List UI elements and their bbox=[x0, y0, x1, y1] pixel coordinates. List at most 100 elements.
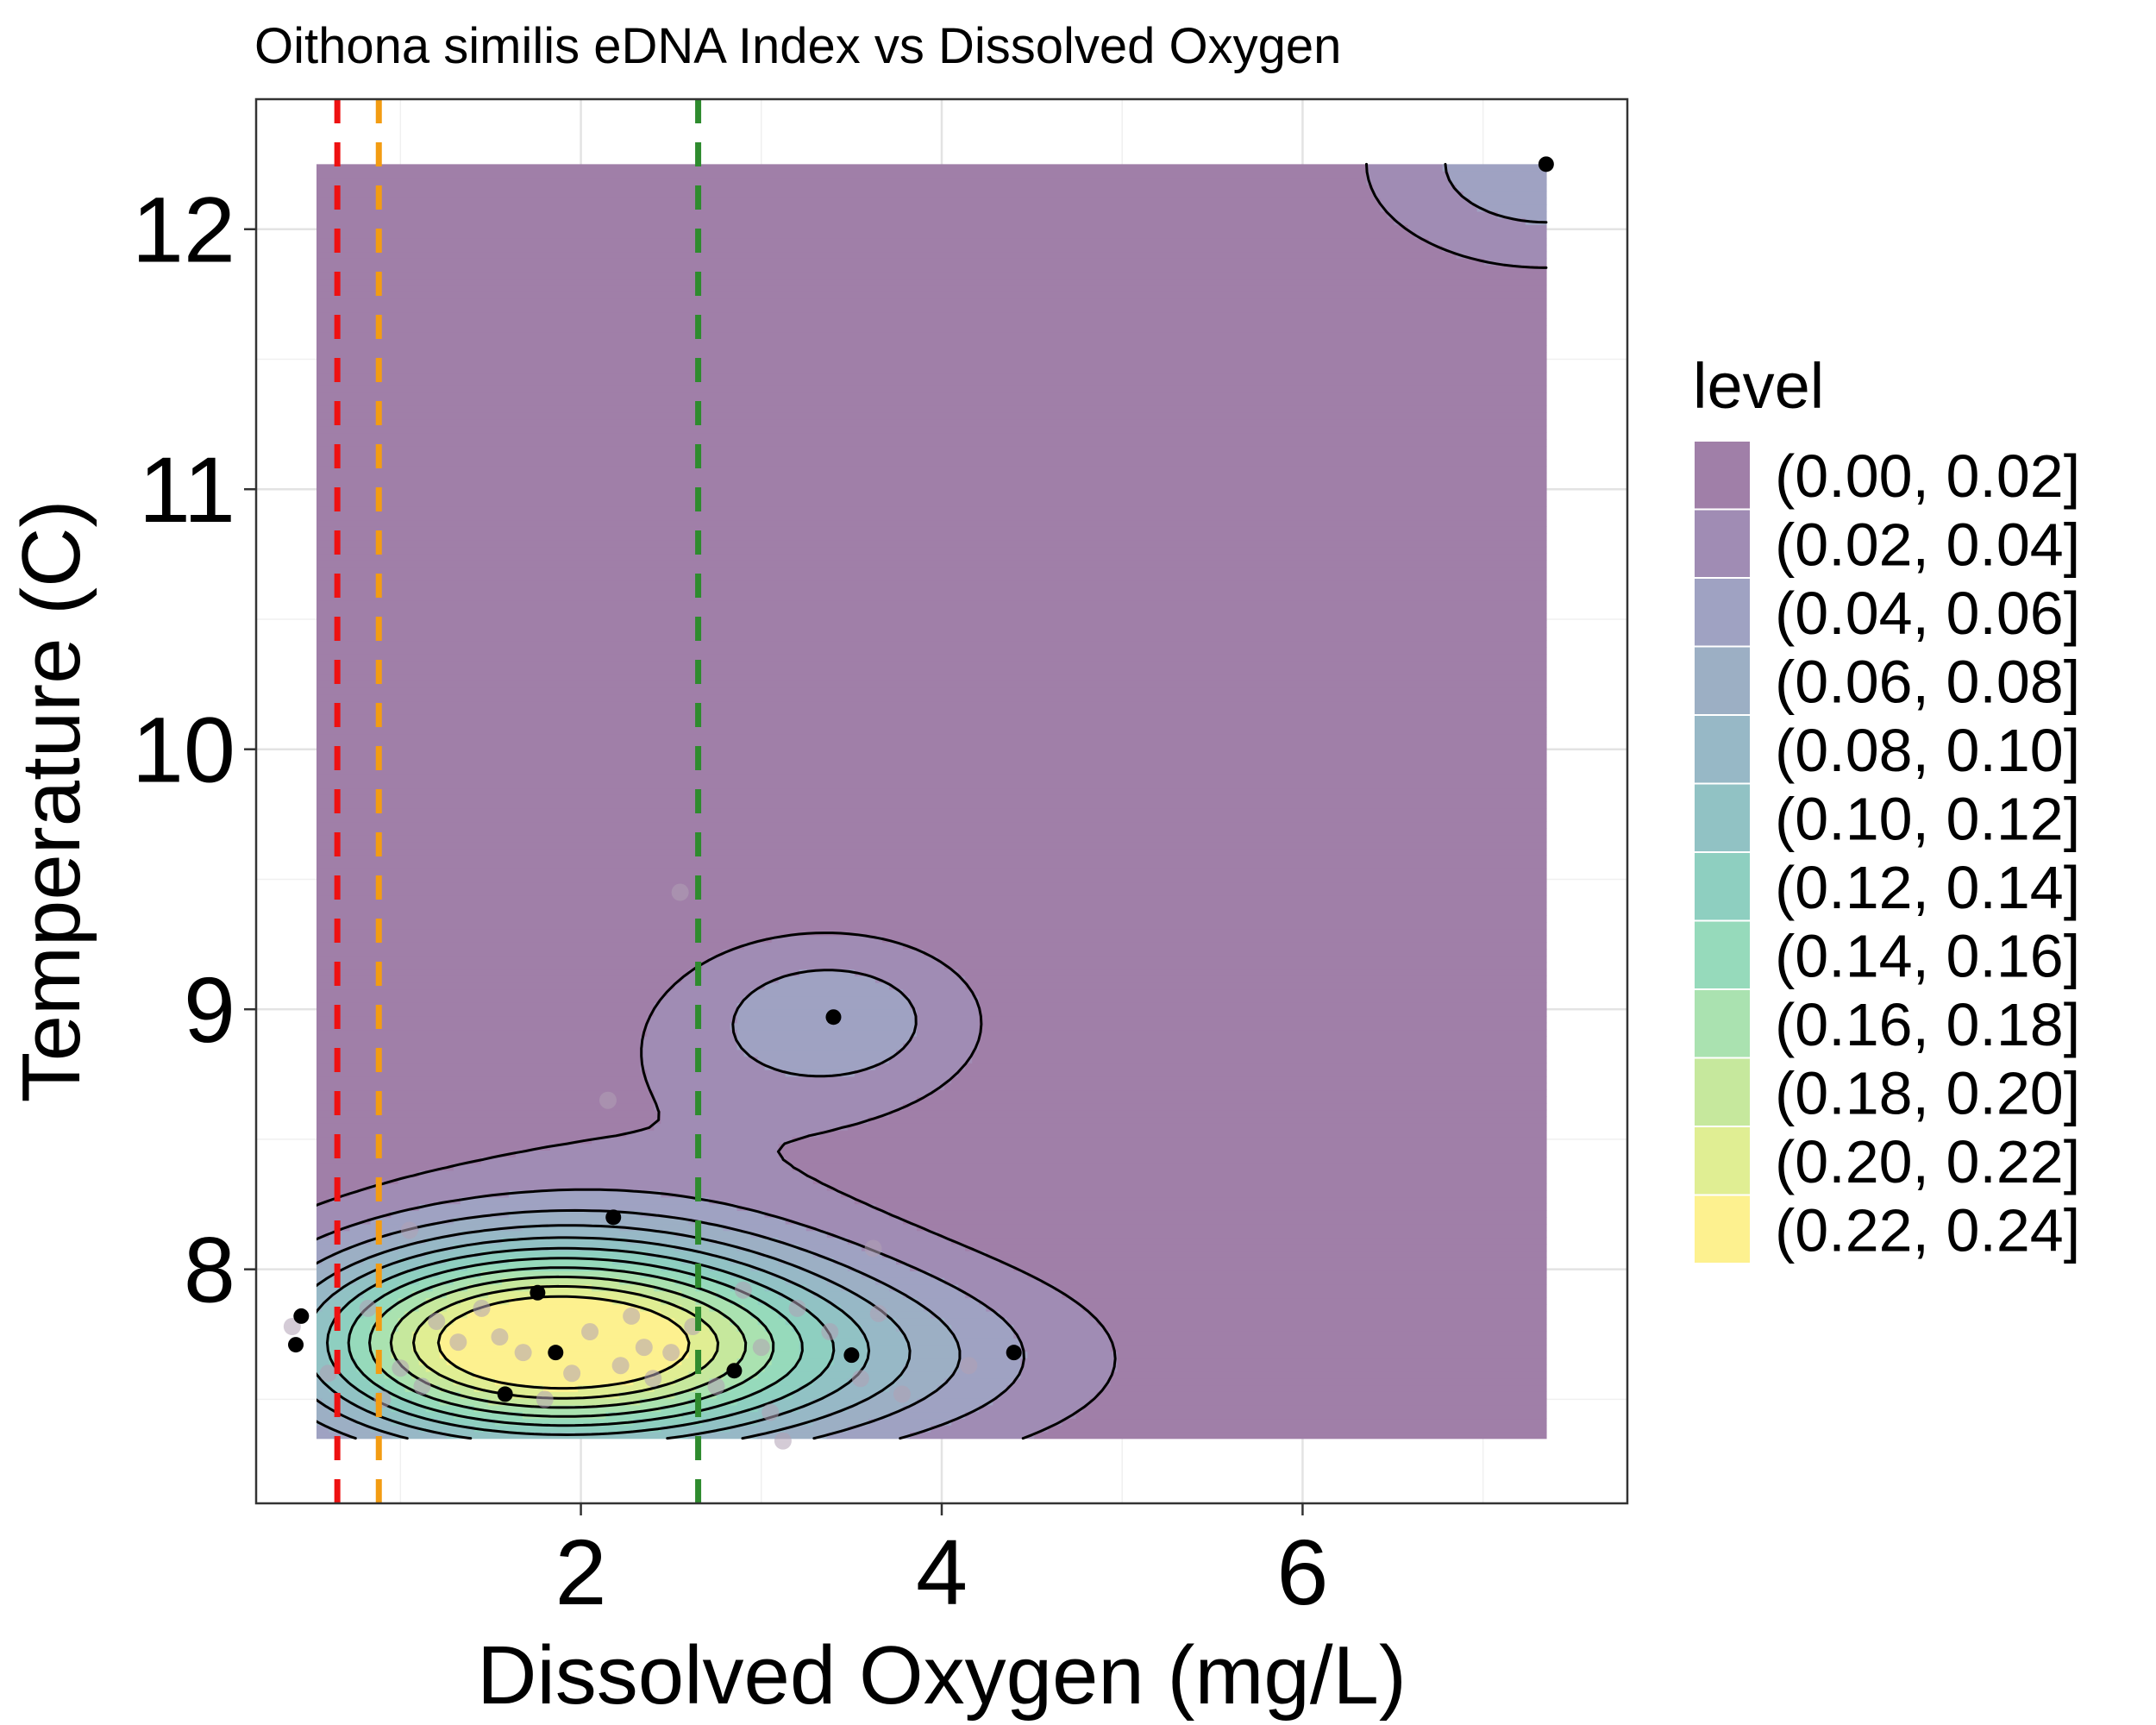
density-cell bbox=[709, 1358, 738, 1365]
density-cell bbox=[508, 1257, 613, 1265]
background-point bbox=[449, 1333, 467, 1352]
x-axis: 2 4 6 bbox=[555, 1503, 1328, 1624]
background-point bbox=[514, 1344, 532, 1362]
density-cell bbox=[317, 298, 1547, 306]
density-cell bbox=[317, 466, 1547, 474]
density-cell bbox=[771, 1351, 800, 1359]
density-cell bbox=[467, 1283, 530, 1292]
density-cell bbox=[317, 365, 1547, 373]
y-tick-label: 12 bbox=[132, 178, 235, 282]
density-cell bbox=[736, 1203, 876, 1211]
density-cell bbox=[411, 1397, 441, 1406]
legend: level (0.00, 0.02](0.02, 0.04](0.04, 0.0… bbox=[1693, 350, 2080, 1264]
legend-label: (0.20, 0.22] bbox=[1775, 1128, 2080, 1195]
density-cell bbox=[716, 1277, 752, 1285]
density-cell bbox=[799, 1351, 835, 1359]
density-cell bbox=[317, 385, 1547, 393]
density-cell bbox=[619, 1391, 676, 1399]
density-cell bbox=[317, 526, 1547, 534]
legend-label: (0.10, 0.12] bbox=[1775, 785, 2080, 852]
density-cell bbox=[349, 1344, 372, 1352]
density-cell bbox=[903, 1371, 952, 1379]
density-cell bbox=[937, 955, 1547, 963]
density-cell bbox=[418, 1425, 475, 1433]
density-cell bbox=[480, 1270, 641, 1278]
density-cell bbox=[317, 1404, 330, 1413]
density-cell bbox=[317, 681, 1547, 688]
density-cell bbox=[317, 1002, 655, 1010]
density-cell bbox=[418, 1358, 448, 1365]
density-cell bbox=[501, 1277, 620, 1285]
density-cell bbox=[910, 1002, 980, 1010]
density-cell bbox=[322, 1304, 344, 1312]
density-cell bbox=[647, 1029, 738, 1037]
density-cell bbox=[370, 1338, 392, 1346]
density-cell bbox=[965, 1244, 1547, 1251]
density-cell bbox=[647, 1082, 945, 1091]
density-cell bbox=[418, 1351, 441, 1359]
density-cell bbox=[317, 318, 1547, 326]
density-cell bbox=[317, 626, 1547, 635]
density-cell bbox=[654, 1089, 931, 1097]
density-cell bbox=[757, 1404, 800, 1413]
density-cell bbox=[854, 1070, 959, 1077]
density-cell bbox=[771, 1331, 800, 1339]
density-cell bbox=[730, 1297, 759, 1305]
density-cell bbox=[317, 1283, 344, 1292]
density-cell bbox=[363, 1257, 399, 1265]
density-cell bbox=[398, 1283, 434, 1292]
density-cell bbox=[329, 1331, 351, 1339]
density-cell bbox=[979, 1036, 1547, 1044]
density-cell bbox=[778, 1377, 814, 1386]
density-cell bbox=[785, 1070, 856, 1077]
density-cell bbox=[903, 1290, 966, 1299]
density-cell bbox=[342, 1371, 365, 1379]
density-cell bbox=[317, 1009, 655, 1017]
density-cell bbox=[1082, 1304, 1547, 1312]
density-cell bbox=[979, 1002, 1547, 1010]
density-cell bbox=[833, 1257, 897, 1265]
density-cell bbox=[317, 311, 1547, 319]
density-cell bbox=[335, 1364, 358, 1372]
background-point bbox=[563, 1364, 581, 1383]
density-cell bbox=[979, 1042, 1547, 1051]
y-tick-label: 10 bbox=[132, 698, 235, 802]
density-cell bbox=[757, 1297, 793, 1305]
density-cell bbox=[1034, 1431, 1547, 1440]
density-cell bbox=[633, 1418, 704, 1426]
density-cell bbox=[1387, 210, 1499, 219]
density-cell bbox=[317, 995, 662, 1003]
density-cell bbox=[391, 1418, 441, 1426]
legend-swatch bbox=[1693, 919, 1752, 990]
density-cell bbox=[605, 1411, 683, 1420]
density-cell bbox=[723, 1310, 752, 1319]
legend-label: (0.14, 0.16] bbox=[1775, 922, 2080, 989]
chart-title: Oithona similis eDNA Index vs Dissolved … bbox=[254, 18, 1341, 74]
density-cell bbox=[317, 1344, 330, 1352]
density-cell bbox=[377, 1397, 413, 1406]
density-cell bbox=[847, 1310, 890, 1319]
density-cell bbox=[854, 1196, 1547, 1205]
density-cell bbox=[826, 1230, 938, 1239]
y-axis: 8 9 10 11 12 bbox=[132, 178, 256, 1322]
density-cell bbox=[1456, 251, 1547, 259]
background-point bbox=[893, 1385, 911, 1403]
density-cell bbox=[903, 1102, 1547, 1111]
legend-label: (0.12, 0.14] bbox=[1775, 854, 2080, 921]
density-cell bbox=[317, 921, 1547, 930]
background-point bbox=[734, 1281, 752, 1299]
density-cell bbox=[1096, 1317, 1547, 1326]
contour-line bbox=[368, 1266, 775, 1418]
density-cell bbox=[317, 244, 1444, 253]
density-cell bbox=[370, 1331, 392, 1339]
density-cell bbox=[370, 1344, 392, 1352]
density-cell bbox=[979, 1404, 1084, 1413]
density-cell bbox=[931, 1089, 1547, 1097]
legend-label: (0.18, 0.20] bbox=[1775, 1059, 2080, 1126]
density-cell bbox=[757, 1431, 828, 1440]
density-cell bbox=[317, 613, 1547, 621]
density-cell bbox=[391, 1338, 413, 1346]
density-cell bbox=[764, 982, 890, 990]
density-cell bbox=[1117, 1358, 1547, 1365]
density-cell bbox=[391, 1210, 510, 1218]
